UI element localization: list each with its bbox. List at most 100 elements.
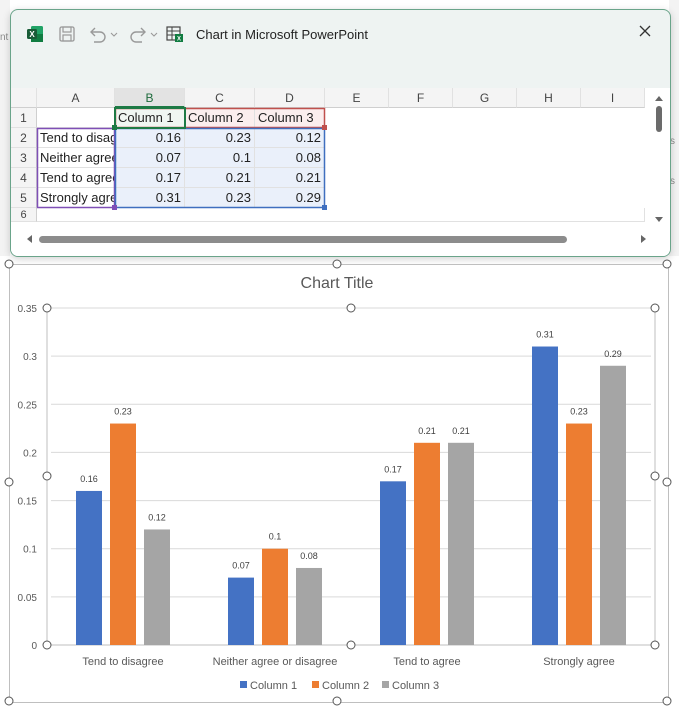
chart-data-window: X xyxy=(10,9,671,257)
data-label: 0.21 xyxy=(418,426,436,436)
data-label: 0.07 xyxy=(232,561,250,571)
legend-label[interactable]: Column 1 xyxy=(250,680,297,692)
data-label: 0.12 xyxy=(148,512,166,522)
gridlines xyxy=(51,307,651,646)
y-tick-label: 0.2 xyxy=(23,448,37,459)
resize-handle[interactable] xyxy=(4,259,14,269)
resize-handle[interactable] xyxy=(346,303,356,313)
bar[interactable] xyxy=(76,490,102,645)
data-labels: 0.16 0.23 0.12 0.07 0.1 0.08 0.17 0.21 0.21 0.31 0… xyxy=(80,330,622,571)
resize-handle[interactable] xyxy=(650,640,660,650)
y-tick-label: 0.3 xyxy=(23,352,37,363)
column-header-a[interactable]: A xyxy=(37,88,115,108)
excel-icon: X xyxy=(25,24,45,44)
bar[interactable] xyxy=(144,529,170,645)
x-axis-labels: Tend to disagree Neither agree or disagre… xyxy=(82,656,614,668)
host-text-fragment: nt xyxy=(0,32,9,43)
row-header-5[interactable]: 5 xyxy=(11,188,37,208)
chart-title[interactable]: Chart Title xyxy=(301,275,374,292)
bar[interactable] xyxy=(448,442,474,645)
column-header-i[interactable]: I xyxy=(581,88,645,108)
legend[interactable]: Column 1 Column 2 Column 3 xyxy=(240,680,439,692)
row-header-2[interactable]: 2 xyxy=(11,128,37,148)
window-title: Chart in Microsoft PowerPoint xyxy=(196,27,368,42)
legend-label[interactable]: Column 2 xyxy=(322,680,369,692)
data-label: 0.29 xyxy=(604,349,622,359)
x-tick-label: Neither agree or disagree xyxy=(213,656,338,668)
y-tick-label: 0.35 xyxy=(18,304,38,315)
cell-row-6[interactable] xyxy=(37,208,645,222)
resize-handle[interactable] xyxy=(42,640,52,650)
bar[interactable] xyxy=(532,346,558,645)
y-axis-labels: 0 0.05 0.1 0.15 0.2 0.25 0.3 0.35 xyxy=(18,304,38,652)
plot-area[interactable] xyxy=(46,307,656,646)
bar[interactable] xyxy=(110,423,136,645)
host-text-fragment: s xyxy=(670,136,675,147)
window-titlebar: X xyxy=(11,10,670,58)
data-label: 0.23 xyxy=(114,407,132,417)
x-tick-label: Strongly agree xyxy=(543,656,615,668)
column-header-h[interactable]: H xyxy=(517,88,581,108)
row-header-6[interactable]: 6 xyxy=(11,208,37,222)
column-header-d[interactable]: D xyxy=(255,88,325,108)
resize-handle[interactable] xyxy=(42,303,52,313)
bar[interactable] xyxy=(380,481,406,645)
resize-handle[interactable] xyxy=(42,471,52,481)
x-tick-label: Tend to disagree xyxy=(82,656,163,668)
bar[interactable] xyxy=(228,577,254,645)
close-icon xyxy=(639,25,651,37)
resize-handle[interactable] xyxy=(650,471,660,481)
bars xyxy=(76,346,626,645)
undo-icon[interactable] xyxy=(87,24,121,44)
data-label: 0.08 xyxy=(300,551,318,561)
resize-handle[interactable] xyxy=(332,696,342,706)
legend-label[interactable]: Column 3 xyxy=(392,680,439,692)
y-tick-label: 0.05 xyxy=(18,593,38,604)
row-header-4[interactable]: 4 xyxy=(11,168,37,188)
host-ribbon-right xyxy=(669,0,679,256)
host-text-fragment: s xyxy=(670,176,675,187)
y-tick-label: 0 xyxy=(31,641,37,652)
resize-handle[interactable] xyxy=(662,477,672,487)
y-tick-label: 0.1 xyxy=(23,545,37,556)
save-icon[interactable] xyxy=(57,24,77,44)
select-all-corner[interactable] xyxy=(11,88,37,108)
edit-data-icon[interactable]: X xyxy=(165,24,185,44)
svg-text:X: X xyxy=(29,30,35,39)
resize-handle[interactable] xyxy=(4,477,14,487)
column-header-f[interactable]: F xyxy=(389,88,453,108)
y-tick-label: 0.15 xyxy=(18,497,38,508)
horizontal-scrollbar[interactable] xyxy=(25,232,653,246)
resize-handle[interactable] xyxy=(662,259,672,269)
legend-swatch xyxy=(382,681,389,688)
row-header-1[interactable]: 1 xyxy=(11,108,37,128)
data-label: 0.16 xyxy=(80,474,98,484)
svg-text:X: X xyxy=(177,37,181,43)
resize-handle[interactable] xyxy=(332,259,342,269)
resize-handle[interactable] xyxy=(346,640,356,650)
bar[interactable] xyxy=(414,442,440,645)
close-button[interactable] xyxy=(634,23,656,45)
data-label: 0.1 xyxy=(269,532,282,542)
resize-handle[interactable] xyxy=(4,696,14,706)
redo-icon[interactable] xyxy=(127,24,161,44)
legend-swatch xyxy=(240,681,247,688)
bar[interactable] xyxy=(566,423,592,645)
row-header-3[interactable]: 3 xyxy=(11,148,37,168)
selection-handles[interactable] xyxy=(4,259,672,706)
vertical-scrollbar[interactable] xyxy=(652,92,666,228)
bar[interactable] xyxy=(262,548,288,645)
host-ribbon-left xyxy=(0,0,10,256)
bar[interactable] xyxy=(296,567,322,645)
data-label: 0.23 xyxy=(570,407,588,417)
column-header-g[interactable]: G xyxy=(453,88,517,108)
x-tick-label: Tend to agree xyxy=(393,656,460,668)
column-header-c[interactable]: C xyxy=(185,88,255,108)
bar[interactable] xyxy=(600,365,626,645)
column-header-e[interactable]: E xyxy=(325,88,389,108)
data-label: 0.21 xyxy=(452,426,470,436)
resize-handle[interactable] xyxy=(662,696,672,706)
resize-handle[interactable] xyxy=(650,303,660,313)
legend-swatch xyxy=(312,681,319,688)
